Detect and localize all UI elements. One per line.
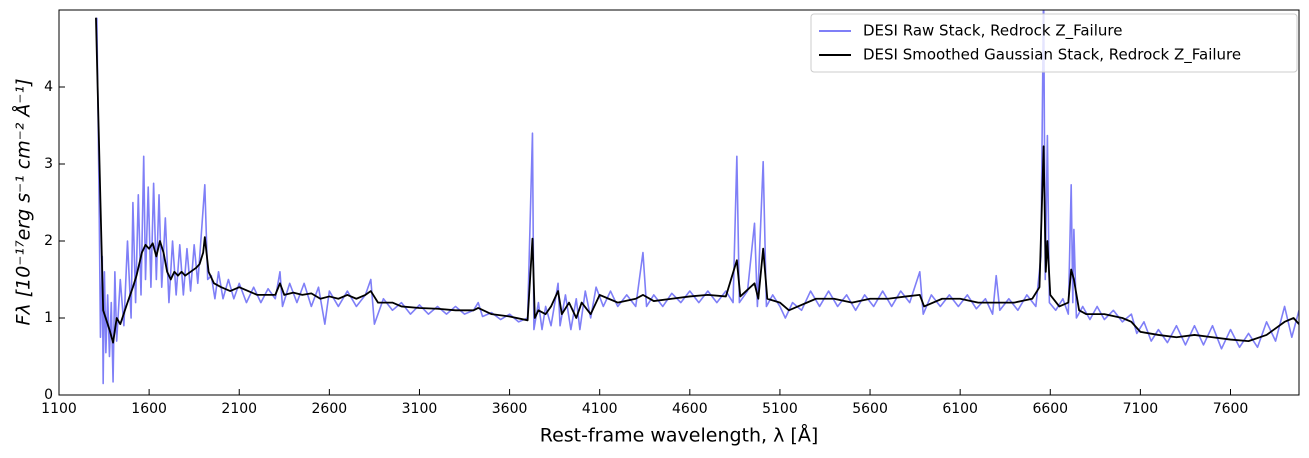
axes-frame: [58, 9, 1300, 396]
x-tick-label: 5100: [762, 401, 798, 417]
y-tick-label: 1: [44, 310, 53, 326]
y-axis-label: Fλ [10⁻¹⁷erg s⁻¹ cm⁻² Å⁻¹]: [12, 79, 35, 326]
x-axis-label: Rest-frame wavelength, λ [Å]: [540, 424, 819, 447]
x-tick-label: 7600: [1213, 401, 1249, 417]
series-line: [95, 17, 1299, 344]
x-tick-label: 7100: [1123, 401, 1159, 417]
x-tick-label: 4600: [672, 401, 708, 417]
x-tick-label: 4100: [582, 401, 618, 417]
y-tick-label: 2: [44, 233, 53, 249]
legend-label: DESI Raw Stack, Redrock Z_Failure: [863, 22, 1122, 41]
x-tick-label: 6100: [942, 401, 978, 417]
y-tick-label: 4: [44, 79, 53, 95]
series-line: [96, 10, 1299, 385]
legend: DESI Raw Stack, Redrock Z_Failure DESI Sm…: [810, 13, 1298, 73]
legend-box: [810, 13, 1298, 73]
legend-label: DESI Smoothed Gaussian Stack, Redrock Z_…: [863, 46, 1241, 65]
x-tick-label: 5600: [852, 401, 888, 417]
y-tick-label: 3: [44, 156, 53, 172]
x-tick-label: 3100: [402, 401, 438, 417]
y-tick-label: 0: [44, 387, 53, 403]
x-tick-label: 1100: [41, 401, 77, 417]
x-tick-label: 3600: [492, 401, 528, 417]
plot-area: [95, 10, 1299, 385]
x-tick-label: 2100: [221, 401, 257, 417]
x-tick-label: 1600: [131, 401, 167, 417]
x-tick-label: 6600: [1032, 401, 1068, 417]
x-tick-label: 2600: [312, 401, 348, 417]
